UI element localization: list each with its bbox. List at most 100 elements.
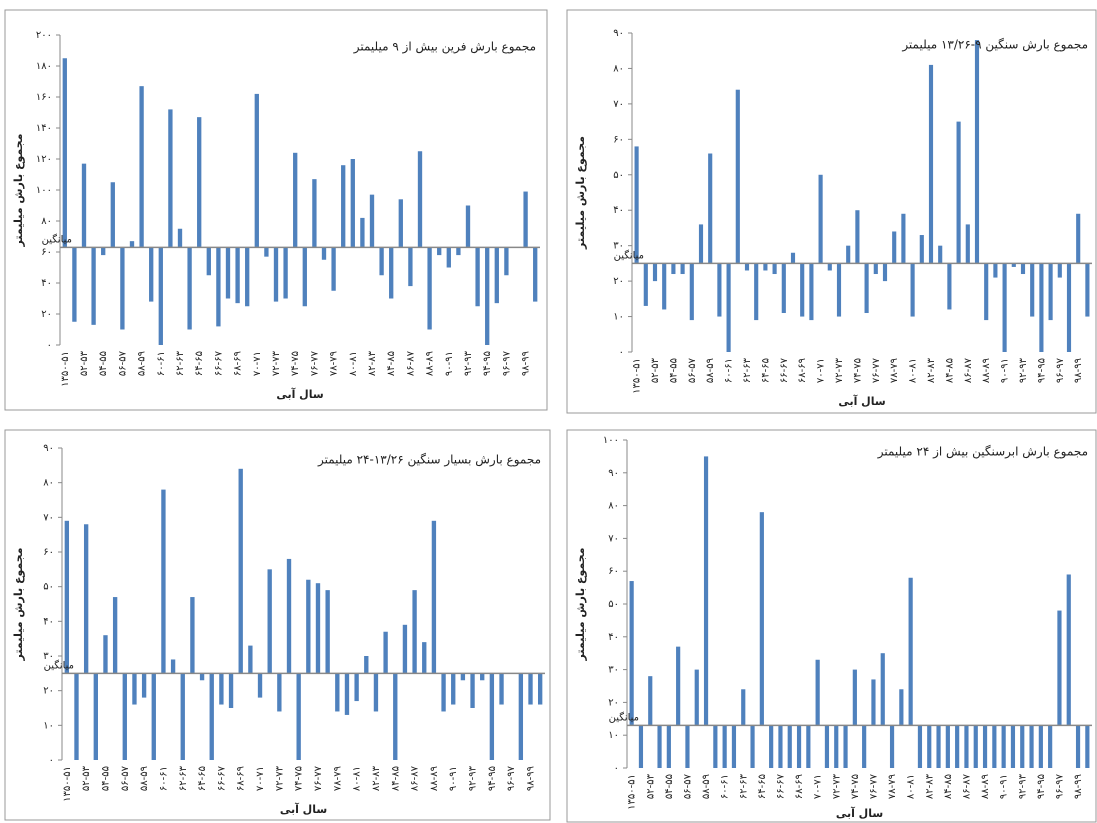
- bar: [225, 247, 231, 299]
- y-tick-label: ۱۴۰: [36, 123, 52, 134]
- bar: [402, 624, 408, 674]
- x-tick-label: ۹۰-۹۱: [999, 774, 1010, 799]
- y-axis-label: مجموع بارش میلیمتر: [574, 136, 587, 250]
- bar: [344, 673, 350, 715]
- bar: [465, 205, 471, 248]
- y-tick-label: ۸۰: [41, 216, 52, 227]
- bar: [422, 642, 427, 674]
- x-tick-label: ۵۴-۵۵: [98, 351, 109, 376]
- bar: [197, 117, 202, 248]
- bar: [708, 153, 713, 264]
- bar: [882, 263, 888, 282]
- bar: [161, 489, 166, 674]
- x-tick-label: ۶۲-۶۳: [742, 357, 753, 383]
- x-tick-label: ۸۲-۸۳: [924, 773, 935, 799]
- y-tick-label: ۵۰: [613, 170, 624, 181]
- x-tick-label: ۷۰-۷۱: [252, 351, 263, 376]
- bar: [1085, 263, 1090, 317]
- bar: [889, 725, 895, 768]
- x-tick-label: ۶۸-۶۹: [794, 774, 805, 799]
- x-tick-label: ۵۶-۵۷: [117, 350, 128, 376]
- bar: [754, 263, 759, 321]
- y-tick-label: ۸۰: [608, 501, 619, 512]
- y-tick-label: ۶۰: [43, 547, 54, 558]
- x-tick-label: ۹۰-۹۱: [444, 351, 455, 376]
- title: مجموع بارش سنگین ۹-۱۳/۲۶ میلیمتر: [901, 38, 1088, 53]
- y-tick-label: ۸۰: [43, 478, 54, 489]
- y-tick-label: ۱۰۰: [36, 185, 52, 196]
- x-tick-label: ۸۰-۸۱: [908, 358, 919, 383]
- y-tick-label: ۰: [47, 340, 52, 351]
- x-axis-label: سال آبی: [280, 802, 327, 816]
- mean-label: میانگین: [614, 249, 644, 261]
- x-tick-label: ۶۸-۶۹: [797, 358, 808, 383]
- bar: [855, 210, 860, 264]
- bar: [899, 689, 904, 726]
- bar: [168, 109, 173, 248]
- bar: [286, 558, 292, 674]
- y-tick-label: ۲۰۰: [36, 30, 52, 41]
- x-tick-label: ۹۸-۹۹: [1073, 358, 1084, 383]
- bar: [354, 673, 359, 702]
- bar: [862, 725, 867, 768]
- bar: [824, 725, 830, 768]
- x-tick-label: ۵۲-۵۳: [79, 350, 90, 376]
- bar: [499, 673, 504, 705]
- bar: [248, 645, 253, 674]
- bar: [393, 673, 398, 760]
- bar: [139, 86, 144, 248]
- bar: [680, 263, 685, 275]
- bar: [982, 725, 988, 768]
- bar: [518, 673, 524, 760]
- bar: [489, 673, 495, 760]
- bar: [772, 263, 777, 275]
- bar: [158, 247, 163, 345]
- bar: [293, 152, 298, 248]
- bar: [750, 725, 755, 768]
- panel-frame: [4, 9, 548, 411]
- bar: [132, 673, 137, 705]
- x-tick-label: ۷۴-۷۵: [290, 351, 301, 376]
- x-tick-label: ۵۶-۵۷: [687, 357, 698, 383]
- x-tick-label: ۷۲-۷۳: [274, 765, 285, 791]
- y-tick-label: ۴۰: [613, 205, 624, 216]
- x-tick-label: ۶۶-۶۷: [775, 773, 786, 799]
- bar: [973, 725, 978, 768]
- y-tick-label: ۰: [49, 755, 54, 766]
- y-tick-label: ۶۰: [613, 134, 624, 145]
- bar: [187, 247, 192, 330]
- x-tick-label: ۶۰-۶۱: [724, 358, 735, 383]
- y-tick-label: ۴۰: [608, 632, 619, 643]
- title: مجموع بارش ابرسنگین بیش از ۲۴ میلیمتر: [877, 445, 1088, 460]
- bar: [1020, 725, 1025, 768]
- bar: [945, 725, 950, 768]
- bar: [698, 224, 704, 264]
- y-tick-label: ۱۲۰: [36, 154, 52, 165]
- y-axis-label: مجموع بارش میلیمتر: [12, 134, 25, 248]
- bar: [689, 263, 694, 321]
- bar: [369, 194, 375, 248]
- bar: [364, 656, 369, 674]
- x-tick-label: ۶۲-۶۳: [175, 350, 186, 376]
- bar: [277, 673, 282, 712]
- bar: [662, 263, 667, 310]
- bar: [685, 725, 690, 768]
- y-tick-label: ۲۰: [608, 697, 619, 708]
- x-tick-label: ۹۴-۹۵: [1036, 774, 1047, 799]
- bar: [412, 590, 417, 674]
- y-axis-label: مجموع بارش میلیمتر: [12, 548, 25, 662]
- x-tick-label: ۵۶-۵۷: [120, 765, 131, 791]
- x-tick-label: ۵۴-۵۵: [100, 766, 111, 791]
- y-tick-label: ۳۰: [608, 665, 619, 676]
- x-tick-label: ۷۲-۷۳: [831, 773, 842, 799]
- bar: [873, 263, 878, 275]
- y-tick-label: ۸۰: [613, 63, 624, 74]
- x-axis-label: سال آبی: [276, 387, 323, 401]
- bar: [264, 247, 269, 257]
- bar: [917, 725, 923, 768]
- bar: [713, 725, 718, 768]
- bar: [938, 245, 943, 264]
- bar: [1020, 263, 1026, 275]
- x-tick-label: ۹۴-۹۵: [1036, 358, 1047, 383]
- bar: [219, 673, 224, 705]
